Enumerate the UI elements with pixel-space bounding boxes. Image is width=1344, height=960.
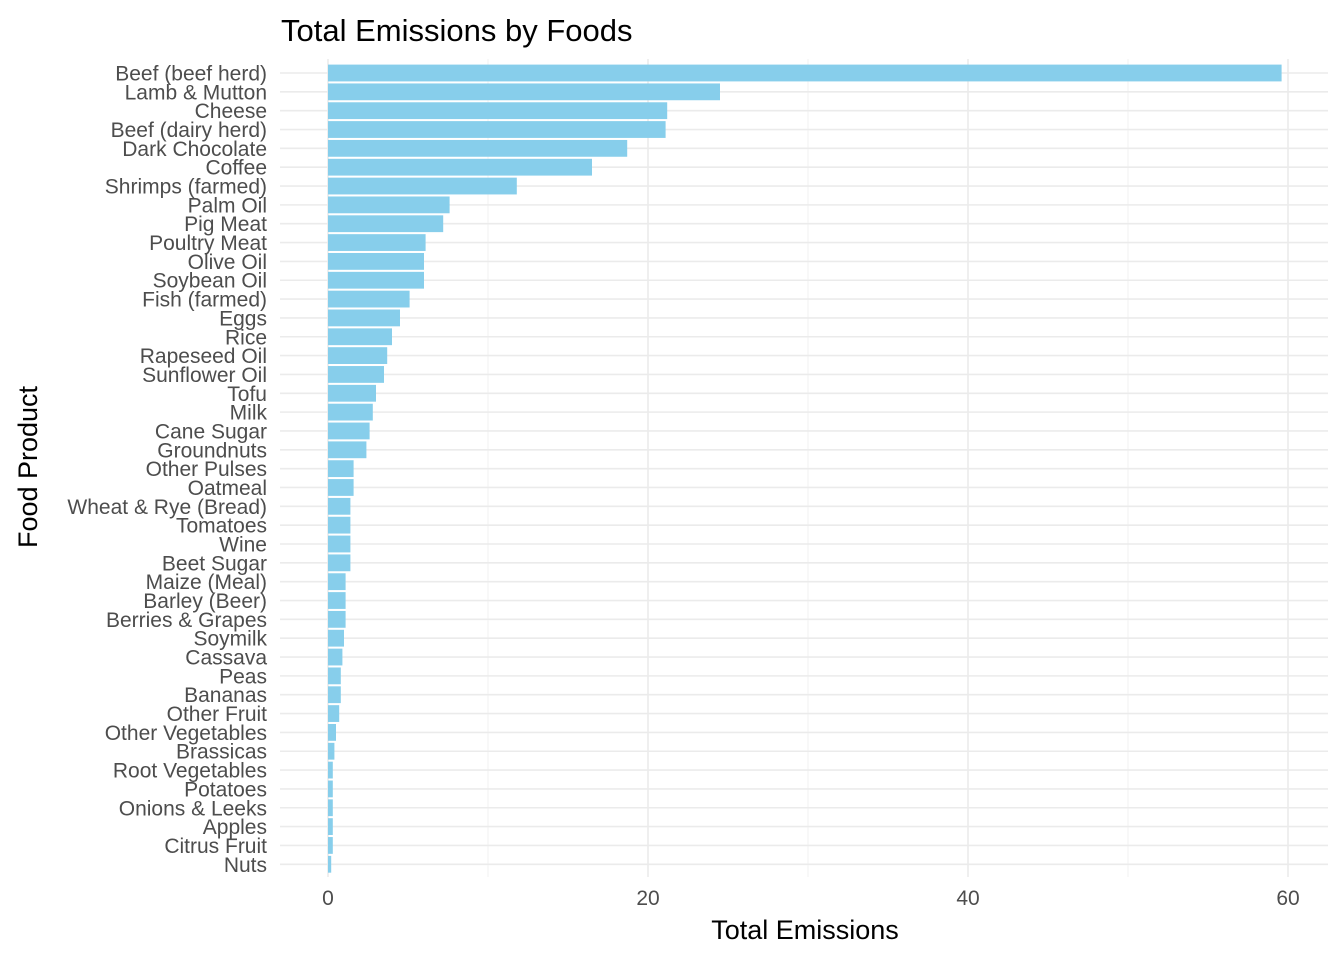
y-tick-label: Dark Chocolate — [122, 138, 267, 161]
bar — [328, 215, 444, 233]
y-tick-label: Fish (farmed) — [142, 289, 267, 312]
chart-title: Total Emissions by Foods — [281, 13, 632, 48]
bar — [328, 799, 333, 817]
bar — [328, 837, 333, 854]
bar-layer — [328, 64, 1282, 873]
x-tick-label: 0 — [322, 887, 334, 910]
bar — [328, 855, 332, 873]
bar — [328, 102, 668, 120]
bar — [328, 516, 351, 534]
bar — [328, 573, 346, 591]
bar — [328, 742, 335, 760]
bar — [328, 177, 517, 195]
bar — [328, 667, 341, 685]
x-tick-label: 60 — [1276, 887, 1299, 910]
bar — [328, 403, 373, 421]
y-tick-label: Rapeseed Oil — [140, 345, 267, 368]
bar — [328, 479, 354, 496]
bar — [328, 460, 354, 478]
bar — [328, 83, 720, 101]
y-tick-label: Rice — [225, 326, 267, 349]
y-tick-label: Cheese — [195, 100, 267, 123]
y-tick-label: Soybean Oil — [153, 270, 267, 293]
y-tick-label: Peas — [219, 665, 267, 688]
bar — [328, 234, 426, 251]
bar — [328, 271, 424, 289]
y-tick-label: Tomatoes — [176, 515, 267, 538]
bar — [328, 648, 343, 666]
bar — [328, 535, 351, 553]
bar — [328, 761, 333, 779]
y-tick-label: Root Vegetables — [113, 760, 267, 783]
bar — [328, 196, 450, 214]
bar — [328, 309, 400, 327]
y-tick-label: Eggs — [219, 307, 267, 330]
y-tick-label: Berries & Grapes — [106, 609, 267, 632]
x-tick-label: 40 — [956, 887, 979, 910]
y-tick-label: Groundnuts — [157, 439, 267, 462]
y-tick-label: Milk — [230, 402, 268, 425]
y-tick-label: Other Pulses — [146, 458, 267, 481]
bar — [328, 422, 370, 440]
bar — [328, 384, 376, 402]
bar — [328, 139, 628, 157]
y-tick-label: Poultry Meat — [149, 232, 267, 255]
bar — [328, 705, 340, 722]
y-tick-label: Bananas — [184, 684, 267, 707]
bar — [328, 724, 336, 741]
y-tick-label: Other Fruit — [167, 703, 268, 726]
y-tick-label: Tofu — [227, 383, 267, 406]
bar — [328, 290, 410, 308]
y-tick-label: Palm Oil — [188, 194, 267, 217]
y-tick-label: Wheat & Rye (Bread) — [67, 496, 267, 519]
bar — [328, 497, 351, 515]
y-tick-label: Nuts — [224, 854, 267, 877]
y-tick-label: Beef (dairy herd) — [111, 119, 267, 142]
bar — [328, 64, 1282, 82]
bar — [328, 629, 344, 647]
y-tick-label: Lamb & Mutton — [125, 81, 267, 104]
bar — [328, 328, 392, 346]
bar — [328, 818, 333, 835]
bar — [328, 158, 592, 176]
y-axis-title: Food Product — [13, 385, 43, 548]
bar — [328, 610, 346, 628]
bar — [328, 441, 367, 459]
y-tick-label: Cane Sugar — [155, 420, 267, 443]
y-tick-label: Barley (Beer) — [143, 590, 267, 613]
y-tick-label: Brassicas — [176, 741, 267, 764]
y-tick-label: Oatmeal — [188, 477, 267, 500]
y-tick-label: Shrimps (farmed) — [105, 176, 267, 199]
bar — [328, 592, 346, 609]
bar — [328, 686, 341, 704]
y-tick-label: Apples — [203, 816, 267, 839]
y-tick-label: Olive Oil — [188, 251, 267, 274]
y-tick-label: Soymilk — [193, 628, 267, 651]
y-tick-label: Other Vegetables — [105, 722, 267, 745]
bar — [328, 121, 666, 138]
y-tick-label: Pig Meat — [184, 213, 267, 236]
y-tick-label: Coffee — [206, 157, 268, 180]
y-tick-label: Potatoes — [184, 778, 267, 801]
y-tick-label: Beef (beef herd) — [115, 63, 267, 86]
x-axis-title: Total Emissions — [711, 915, 899, 945]
y-tick-labels: Beef (beef herd)Lamb & MuttonCheeseBeef … — [67, 63, 267, 877]
bar — [328, 554, 351, 572]
bar — [328, 366, 384, 383]
y-tick-label: Citrus Fruit — [164, 835, 267, 858]
x-tick-labels: 0 20 40 60 — [322, 887, 1300, 910]
y-tick-label: Cassava — [185, 647, 267, 670]
bar — [328, 253, 424, 270]
y-tick-label: Sunflower Oil — [142, 364, 267, 387]
y-tick-label: Wine — [219, 534, 267, 557]
y-tick-label: Maize (Meal) — [146, 571, 267, 594]
x-tick-label: 20 — [636, 887, 659, 910]
y-tick-label: Onions & Leeks — [119, 797, 267, 820]
y-tick-label: Beet Sugar — [162, 552, 267, 575]
bar — [328, 780, 333, 798]
bar — [328, 347, 388, 364]
